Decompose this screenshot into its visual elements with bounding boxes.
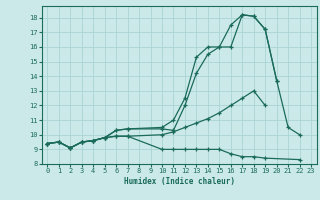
X-axis label: Humidex (Indice chaleur): Humidex (Indice chaleur) (124, 177, 235, 186)
